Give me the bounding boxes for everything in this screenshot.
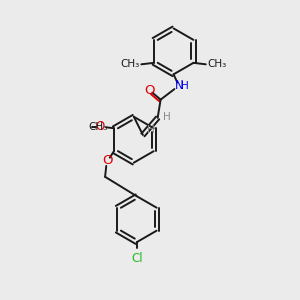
Text: H: H bbox=[182, 81, 189, 91]
Text: H: H bbox=[147, 125, 155, 135]
Text: O: O bbox=[144, 84, 155, 97]
Text: CH₃: CH₃ bbox=[121, 59, 140, 69]
Text: O: O bbox=[95, 120, 104, 133]
Text: CH₃: CH₃ bbox=[88, 122, 108, 132]
Text: O: O bbox=[102, 154, 113, 167]
Text: CH₃: CH₃ bbox=[207, 59, 226, 69]
Text: Cl: Cl bbox=[131, 252, 142, 265]
Text: N: N bbox=[175, 79, 183, 92]
Text: H: H bbox=[163, 112, 170, 122]
